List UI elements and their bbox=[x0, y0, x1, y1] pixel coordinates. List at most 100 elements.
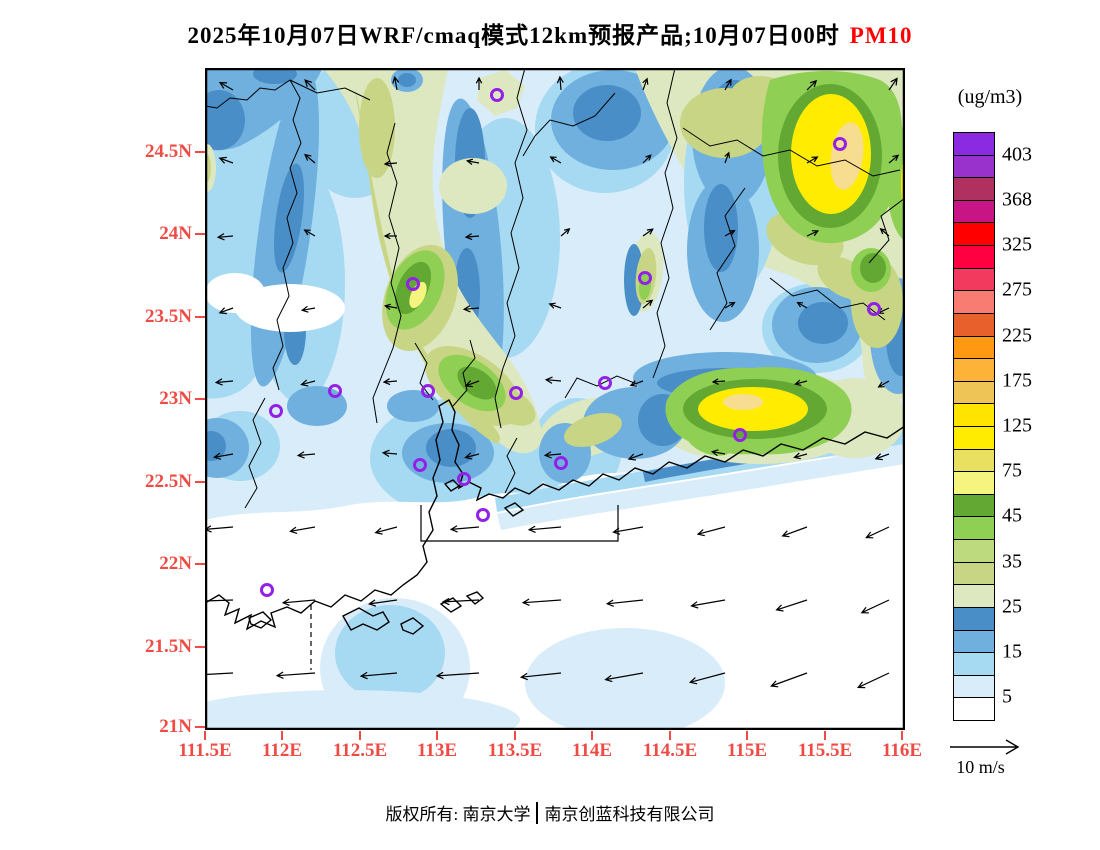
lat-tick-label: 23.5N bbox=[145, 306, 192, 327]
lat-tick-label: 24.5N bbox=[145, 141, 192, 162]
legend-color-cell bbox=[953, 697, 995, 721]
wind-vector bbox=[544, 376, 562, 384]
legend-color-cell bbox=[953, 471, 995, 495]
wind-vector bbox=[300, 305, 316, 313]
legend-value-label: 5 bbox=[1002, 685, 1012, 708]
wind-vector bbox=[519, 672, 562, 681]
legend-color-cell bbox=[953, 629, 995, 654]
wind-vector bbox=[218, 307, 234, 315]
wind-vector bbox=[724, 229, 736, 237]
wind-vector bbox=[392, 75, 400, 91]
wind-vector bbox=[794, 379, 808, 386]
wind-vector bbox=[289, 526, 316, 534]
legend-color-cell bbox=[953, 584, 995, 608]
legend-color-cell bbox=[953, 177, 995, 201]
lat-tick-mark bbox=[195, 726, 205, 728]
city-marker bbox=[328, 384, 342, 398]
wind-vector bbox=[212, 452, 234, 460]
title-text: 2025年10月07日WRF/cmaq模式12km预报产品;10月07日00时 bbox=[187, 23, 840, 48]
wind-vector bbox=[281, 598, 316, 606]
wind-vector bbox=[435, 671, 480, 680]
lat-tick-mark bbox=[195, 398, 205, 400]
wind-vector bbox=[724, 301, 736, 309]
lat-tick-label: 23N bbox=[159, 388, 192, 409]
wind-vector bbox=[604, 672, 644, 683]
legend-color-cell bbox=[953, 290, 995, 314]
city-marker bbox=[406, 277, 420, 291]
wind-vector bbox=[874, 453, 890, 461]
wind-vector bbox=[462, 305, 480, 313]
wind-vector bbox=[888, 154, 900, 164]
legend-color-cell bbox=[953, 403, 995, 427]
wind-vector bbox=[275, 671, 316, 679]
wind-vector bbox=[449, 525, 480, 533]
lon-tick-label: 113E bbox=[416, 740, 458, 761]
wind-vector bbox=[856, 672, 890, 689]
city-markers bbox=[260, 88, 881, 597]
lat-tick-mark bbox=[195, 233, 205, 235]
lat-tick-mark bbox=[195, 151, 205, 153]
city-marker bbox=[421, 384, 435, 398]
forecast-map bbox=[170, 58, 935, 750]
wind-vector bbox=[711, 378, 726, 385]
wind-vector bbox=[696, 526, 726, 537]
wind-vector bbox=[296, 451, 316, 459]
lon-tick-mark bbox=[824, 731, 826, 740]
lon-tick-label: 112.5E bbox=[332, 740, 388, 761]
wind-vector bbox=[521, 598, 562, 606]
lon-tick-mark bbox=[901, 731, 903, 740]
wind-vector bbox=[549, 156, 562, 164]
city-marker bbox=[490, 88, 504, 102]
legend-color-cell bbox=[953, 539, 995, 563]
city-marker bbox=[733, 428, 747, 442]
lon-tick-mark bbox=[436, 731, 438, 740]
lon-tick-mark bbox=[204, 731, 206, 740]
wind-vector bbox=[464, 452, 480, 460]
wind-vector bbox=[627, 453, 644, 461]
lon-tick-label: 112E bbox=[261, 740, 303, 761]
legend-value-label: 225 bbox=[1002, 324, 1032, 347]
legend-value-label: 15 bbox=[1002, 640, 1022, 663]
wind-vector bbox=[367, 599, 398, 607]
lon-tick-mark bbox=[746, 731, 748, 740]
wind-vector bbox=[642, 228, 654, 237]
wind-vector bbox=[793, 452, 808, 460]
lon-tick-label: 115.5E bbox=[797, 740, 853, 761]
footer-divider-icon bbox=[536, 801, 539, 824]
wind-vector bbox=[218, 156, 234, 164]
wind-vector bbox=[218, 81, 234, 91]
wind-vector bbox=[612, 526, 644, 535]
lon-tick-mark bbox=[514, 731, 516, 740]
wind-vector bbox=[475, 76, 483, 90]
wind-vector bbox=[300, 379, 316, 387]
wind-vector bbox=[877, 380, 890, 388]
wind-vector bbox=[770, 672, 808, 688]
legend-color-cell bbox=[953, 245, 995, 269]
city-marker bbox=[269, 404, 283, 418]
city-marker bbox=[509, 386, 523, 400]
legend-value-label: 275 bbox=[1002, 278, 1032, 301]
lon-tick-label: 116E bbox=[881, 740, 923, 761]
legend-color-cell bbox=[953, 380, 995, 405]
lat-tick-label: 22N bbox=[159, 553, 192, 574]
legend-value-label: 25 bbox=[1002, 595, 1022, 618]
wind-vector bbox=[464, 233, 480, 241]
legend-color-cell bbox=[953, 674, 995, 699]
legend-color-cell bbox=[953, 154, 995, 179]
wind-vector bbox=[383, 160, 398, 167]
city-marker bbox=[867, 302, 881, 316]
wind-vector bbox=[374, 526, 398, 535]
lon-tick-label: 114.5E bbox=[642, 740, 698, 761]
wind-vector bbox=[383, 303, 398, 310]
city-marker bbox=[638, 271, 652, 285]
wind-vector bbox=[688, 672, 726, 685]
city-marker bbox=[833, 137, 847, 151]
city-marker bbox=[598, 376, 612, 390]
city-marker bbox=[457, 472, 471, 486]
wind-vector bbox=[303, 153, 316, 164]
legend-color-cell bbox=[953, 312, 995, 337]
legend-value-label: 125 bbox=[1002, 414, 1032, 437]
map-area bbox=[170, 58, 935, 750]
wind-vector bbox=[710, 449, 726, 457]
